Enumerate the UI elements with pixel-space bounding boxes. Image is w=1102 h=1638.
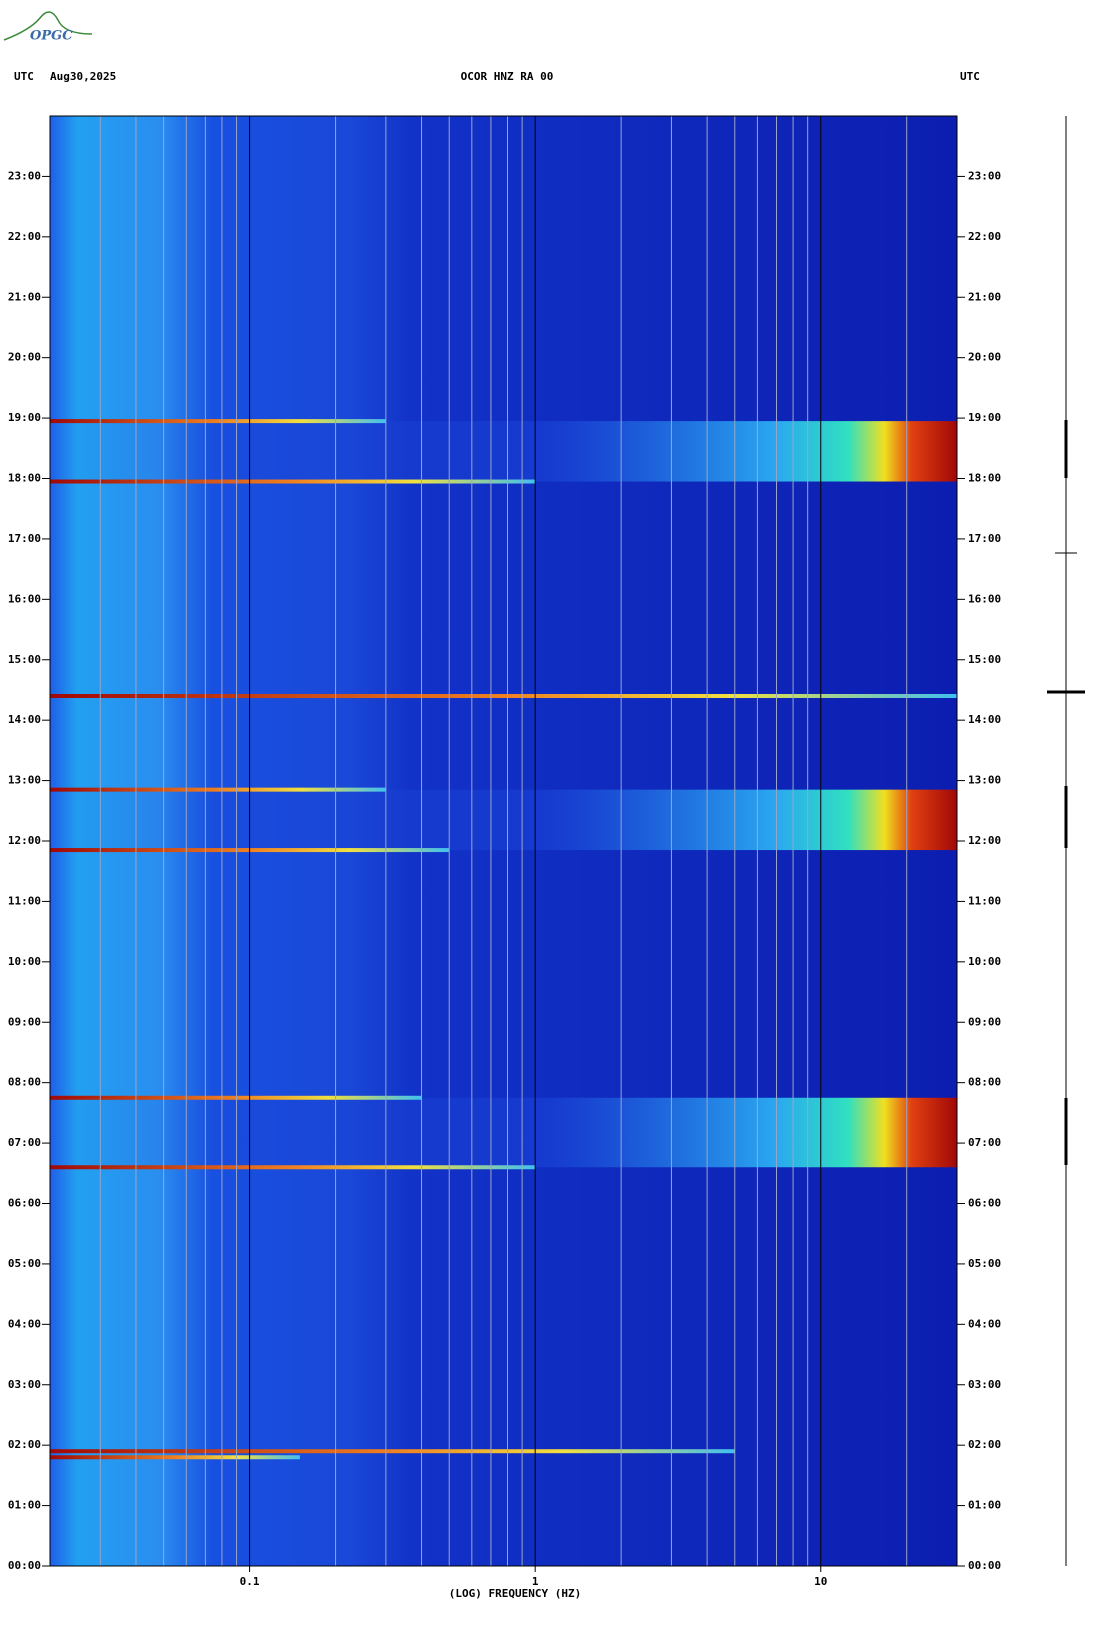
y-tick-label: 00:00 bbox=[968, 1559, 1001, 1572]
burst bbox=[50, 1097, 957, 1168]
y-tick-label: 01:00 bbox=[8, 1499, 41, 1512]
spectral-line bbox=[50, 1095, 422, 1100]
y-tick-label: 14:00 bbox=[968, 713, 1001, 726]
spectral-line bbox=[50, 694, 957, 698]
y-tick-label: 16:00 bbox=[968, 592, 1001, 605]
y-tick-label: 06:00 bbox=[8, 1197, 41, 1210]
y-tick-label: 11:00 bbox=[8, 894, 41, 907]
y-tick-label: 10:00 bbox=[8, 955, 41, 968]
x-tick-label: 0.1 bbox=[240, 1575, 260, 1588]
y-tick-label: 07:00 bbox=[968, 1136, 1001, 1149]
spectral-line bbox=[50, 479, 536, 484]
y-tick-label: 01:00 bbox=[968, 1499, 1001, 1512]
y-tick-label: 05:00 bbox=[968, 1257, 1001, 1270]
logo: OPGC bbox=[3, 11, 93, 44]
y-tick-label: 17:00 bbox=[8, 532, 41, 545]
spectral-line bbox=[50, 1165, 536, 1170]
spectral-line bbox=[50, 787, 386, 792]
spectral-line bbox=[50, 1449, 735, 1454]
y-tick-label: 23:00 bbox=[8, 169, 41, 182]
y-tick-label: 12:00 bbox=[8, 834, 41, 847]
header-date: Aug30,2025 bbox=[50, 70, 116, 83]
y-tick-label: 17:00 bbox=[968, 532, 1001, 545]
y-tick-label: 16:00 bbox=[8, 592, 41, 605]
y-tick-label: 09:00 bbox=[968, 1015, 1001, 1028]
y-tick-label: 22:00 bbox=[968, 230, 1001, 243]
y-tick-label: 02:00 bbox=[968, 1438, 1001, 1451]
y-tick-label: 05:00 bbox=[8, 1257, 41, 1270]
logo-text: OPGC bbox=[30, 29, 73, 44]
spectral-line bbox=[50, 1455, 300, 1460]
y-tick-label: 14:00 bbox=[8, 713, 41, 726]
y-tick-label: 12:00 bbox=[968, 834, 1001, 847]
y-tick-label: 22:00 bbox=[8, 230, 41, 243]
y-tick-label: 15:00 bbox=[8, 653, 41, 666]
y-tick-label: 21:00 bbox=[968, 290, 1001, 303]
y-tick-label: 04:00 bbox=[968, 1317, 1001, 1330]
x-tick-label: 1 bbox=[532, 1575, 539, 1588]
burst bbox=[50, 789, 957, 851]
y-tick-label: 11:00 bbox=[968, 894, 1001, 907]
burst bbox=[50, 421, 957, 482]
y-tick-label: 08:00 bbox=[8, 1076, 41, 1089]
y-tick-label: 20:00 bbox=[968, 351, 1001, 364]
header-left: UTC bbox=[14, 70, 34, 83]
y-tick-label: 08:00 bbox=[968, 1076, 1001, 1089]
spectral-line bbox=[50, 419, 386, 424]
header-right: UTC bbox=[960, 70, 980, 83]
y-tick-label: 04:00 bbox=[8, 1317, 41, 1330]
y-tick-label: 06:00 bbox=[968, 1197, 1001, 1210]
seismogram bbox=[1047, 116, 1085, 1566]
y-tick-label: 13:00 bbox=[8, 774, 41, 787]
y-tick-label: 15:00 bbox=[968, 653, 1001, 666]
y-tick-label: 09:00 bbox=[8, 1015, 41, 1028]
y-tick-label: 03:00 bbox=[968, 1378, 1001, 1391]
x-tick-label: 10 bbox=[814, 1575, 827, 1588]
y-tick-label: 20:00 bbox=[8, 351, 41, 364]
y-tick-label: 18:00 bbox=[968, 472, 1001, 485]
y-tick-label: 02:00 bbox=[8, 1438, 41, 1451]
chart-title: OCOR HNZ RA 00 bbox=[461, 70, 554, 83]
y-tick-label: 00:00 bbox=[8, 1559, 41, 1572]
y-tick-label: 18:00 bbox=[8, 472, 41, 485]
y-tick-label: 19:00 bbox=[8, 411, 41, 424]
y-tick-label: 03:00 bbox=[8, 1378, 41, 1391]
y-tick-label: 07:00 bbox=[8, 1136, 41, 1149]
y-tick-label: 21:00 bbox=[8, 290, 41, 303]
y-tick-label: 10:00 bbox=[968, 955, 1001, 968]
y-tick-label: 19:00 bbox=[968, 411, 1001, 424]
y-tick-label: 13:00 bbox=[968, 774, 1001, 787]
x-axis-label: (LOG) FREQUENCY (HZ) bbox=[449, 1587, 581, 1600]
y-tick-label: 23:00 bbox=[968, 169, 1001, 182]
